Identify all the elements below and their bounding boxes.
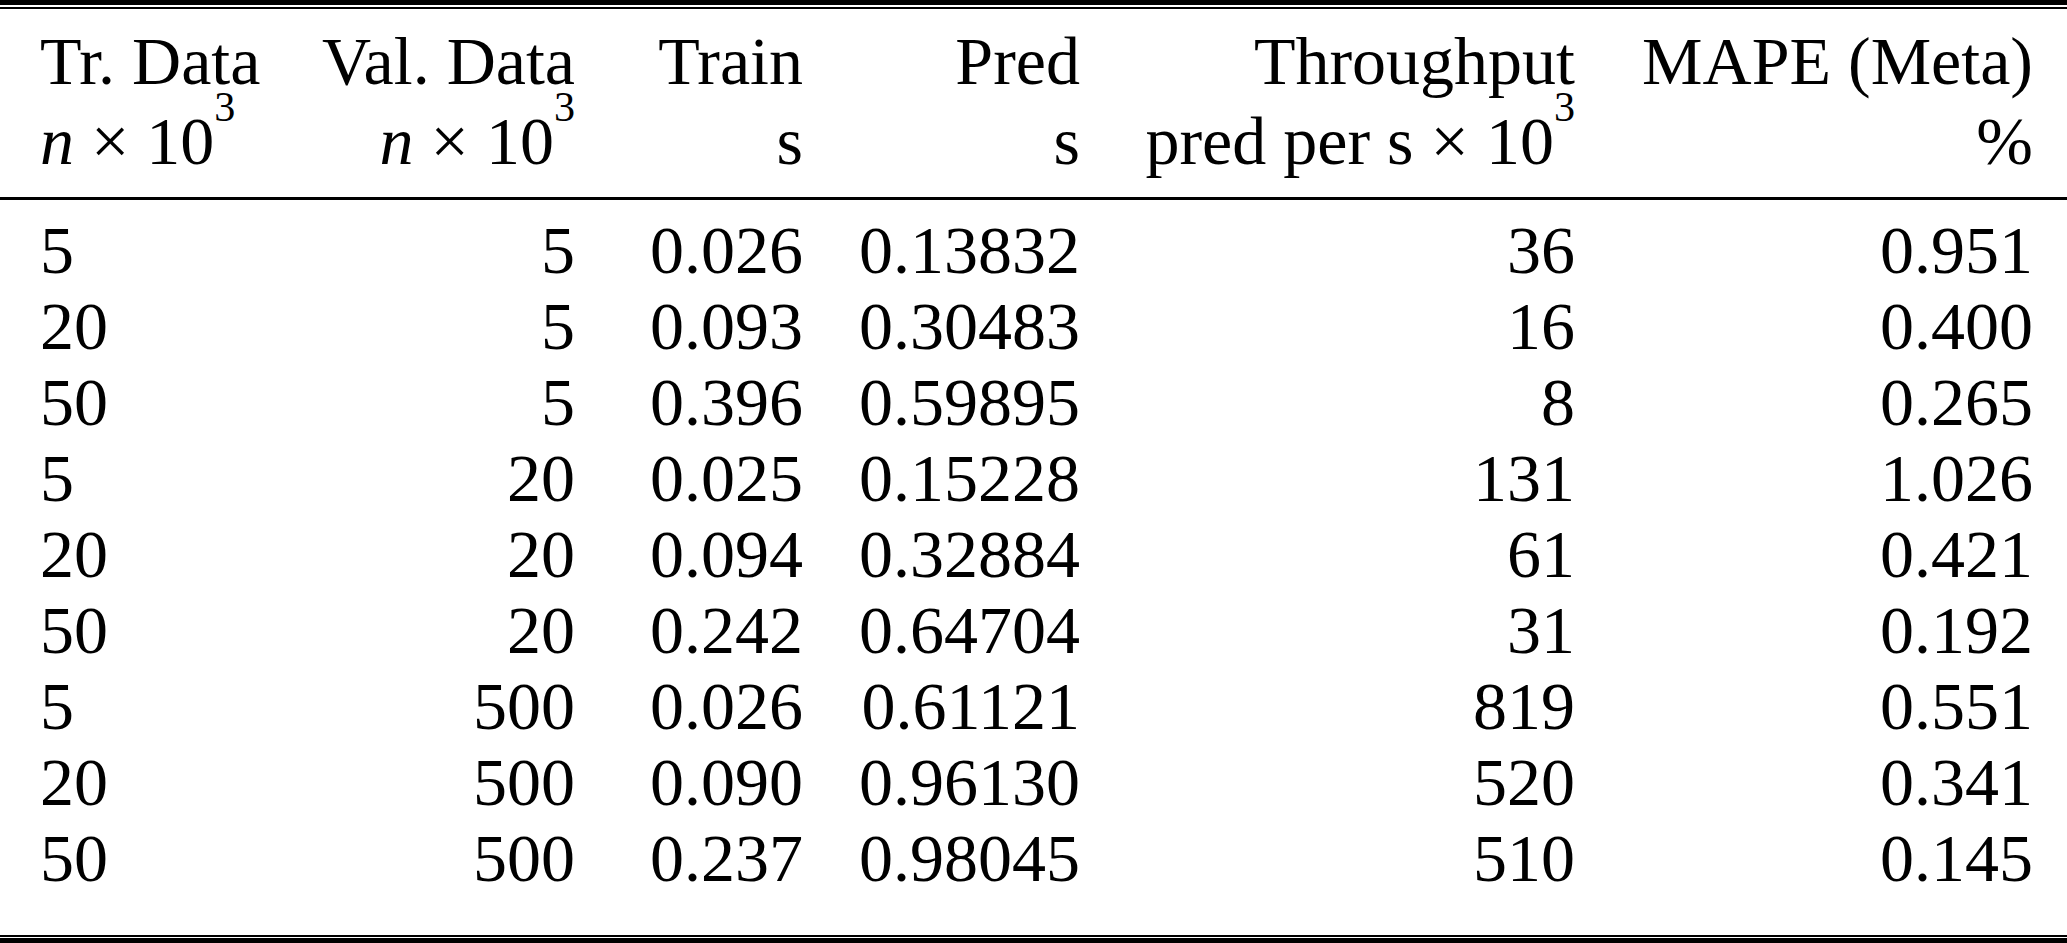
table-cell: 50 bbox=[0, 592, 290, 668]
table-cell: 819 bbox=[1080, 668, 1575, 744]
col-unit: s bbox=[575, 101, 803, 181]
table-cell: 0.421 bbox=[1575, 516, 2067, 592]
table-cell: 5 bbox=[0, 199, 290, 289]
col-title: MAPE (Meta) bbox=[1575, 21, 2033, 101]
table-cell: 0.094 bbox=[575, 516, 803, 592]
col-unit: % bbox=[1575, 101, 2033, 181]
table-cell: 20 bbox=[0, 744, 290, 820]
table-cell: 50 bbox=[0, 364, 290, 440]
table-row: 50200.2420.64704310.192 bbox=[0, 592, 2067, 668]
table-row: 5050.3960.5989580.265 bbox=[0, 364, 2067, 440]
table-row: 20200.0940.32884610.421 bbox=[0, 516, 2067, 592]
table-cell: 520 bbox=[1080, 744, 1575, 820]
table-cell: 510 bbox=[1080, 820, 1575, 935]
table-cell: 5 bbox=[0, 440, 290, 516]
col-unit: pred per s × 103 bbox=[1080, 101, 1575, 181]
table-cell: 1.026 bbox=[1575, 440, 2067, 516]
table-cell: 0.145 bbox=[1575, 820, 2067, 935]
table-cell: 50 bbox=[0, 820, 290, 935]
paper-table-page: Tr. Data n × 103 Val. Data n × 103 Train… bbox=[0, 0, 2067, 943]
table-row: 5200.0250.152281311.026 bbox=[0, 440, 2067, 516]
table-cell: 0.13832 bbox=[803, 199, 1080, 289]
col-title: Throughput bbox=[1080, 21, 1575, 101]
table-cell: 0.96130 bbox=[803, 744, 1080, 820]
table-cell: 36 bbox=[1080, 199, 1575, 289]
table-cell: 20 bbox=[0, 288, 290, 364]
col-header-val-data: Val. Data n × 103 bbox=[290, 9, 575, 199]
table-cell: 31 bbox=[1080, 592, 1575, 668]
table-cell: 0.15228 bbox=[803, 440, 1080, 516]
table-cell: 61 bbox=[1080, 516, 1575, 592]
table-cell: 0.551 bbox=[1575, 668, 2067, 744]
table-cell: 0.341 bbox=[1575, 744, 2067, 820]
table-cell: 0.61121 bbox=[803, 668, 1080, 744]
table-row: 550.0260.13832360.951 bbox=[0, 199, 2067, 289]
table-cell: 20 bbox=[290, 440, 575, 516]
table-cell: 0.951 bbox=[1575, 199, 2067, 289]
col-title: Tr. Data bbox=[40, 21, 290, 101]
table-cell: 0.090 bbox=[575, 744, 803, 820]
table-cell: 131 bbox=[1080, 440, 1575, 516]
table-cell: 0.265 bbox=[1575, 364, 2067, 440]
table-row: 505000.2370.980455100.145 bbox=[0, 820, 2067, 935]
table-cell: 5 bbox=[0, 668, 290, 744]
header-row: Tr. Data n × 103 Val. Data n × 103 Train… bbox=[0, 9, 2067, 199]
table-cell: 0.59895 bbox=[803, 364, 1080, 440]
table-cell: 0.64704 bbox=[803, 592, 1080, 668]
table-cell: 16 bbox=[1080, 288, 1575, 364]
table-cell: 5 bbox=[290, 288, 575, 364]
table-cell: 0.093 bbox=[575, 288, 803, 364]
col-unit: s bbox=[803, 101, 1080, 181]
table-cell: 0.026 bbox=[575, 199, 803, 289]
table-cell: 0.026 bbox=[575, 668, 803, 744]
table-cell: 500 bbox=[290, 820, 575, 935]
col-unit: n × 103 bbox=[290, 101, 575, 181]
table-cell: 0.192 bbox=[1575, 592, 2067, 668]
col-header-train: Train s bbox=[575, 9, 803, 199]
table-cell: 5 bbox=[290, 199, 575, 289]
col-header-throughput: Throughput pred per s × 103 bbox=[1080, 9, 1575, 199]
table-cell: 0.400 bbox=[1575, 288, 2067, 364]
table-row: 205000.0900.961305200.341 bbox=[0, 744, 2067, 820]
col-title: Val. Data bbox=[290, 21, 575, 101]
table-cell: 5 bbox=[290, 364, 575, 440]
col-unit: n × 103 bbox=[40, 101, 290, 181]
table-cell: 500 bbox=[290, 744, 575, 820]
table-cell: 0.32884 bbox=[803, 516, 1080, 592]
table-cell: 20 bbox=[290, 516, 575, 592]
col-header-mape-meta: MAPE (Meta) % bbox=[1575, 9, 2067, 199]
table-body: 550.0260.13832360.9512050.0930.30483160.… bbox=[0, 199, 2067, 936]
table-cell: 0.237 bbox=[575, 820, 803, 935]
table-cell: 20 bbox=[0, 516, 290, 592]
col-title: Train bbox=[575, 21, 803, 101]
table-row: 55000.0260.611218190.551 bbox=[0, 668, 2067, 744]
table-cell: 500 bbox=[290, 668, 575, 744]
table-cell: 0.242 bbox=[575, 592, 803, 668]
col-title: Pred bbox=[803, 21, 1080, 101]
col-header-tr-data: Tr. Data n × 103 bbox=[0, 9, 290, 199]
table-row: 2050.0930.30483160.400 bbox=[0, 288, 2067, 364]
table-header: Tr. Data n × 103 Val. Data n × 103 Train… bbox=[0, 9, 2067, 199]
table-cell: 0.396 bbox=[575, 364, 803, 440]
col-header-pred: Pred s bbox=[803, 9, 1080, 199]
table-cell: 0.98045 bbox=[803, 820, 1080, 935]
table-cell: 0.30483 bbox=[803, 288, 1080, 364]
table-cell: 0.025 bbox=[575, 440, 803, 516]
table-cell: 20 bbox=[290, 592, 575, 668]
results-table: Tr. Data n × 103 Val. Data n × 103 Train… bbox=[0, 9, 2067, 935]
bottom-rule-thick bbox=[0, 938, 2067, 943]
table-cell: 8 bbox=[1080, 364, 1575, 440]
